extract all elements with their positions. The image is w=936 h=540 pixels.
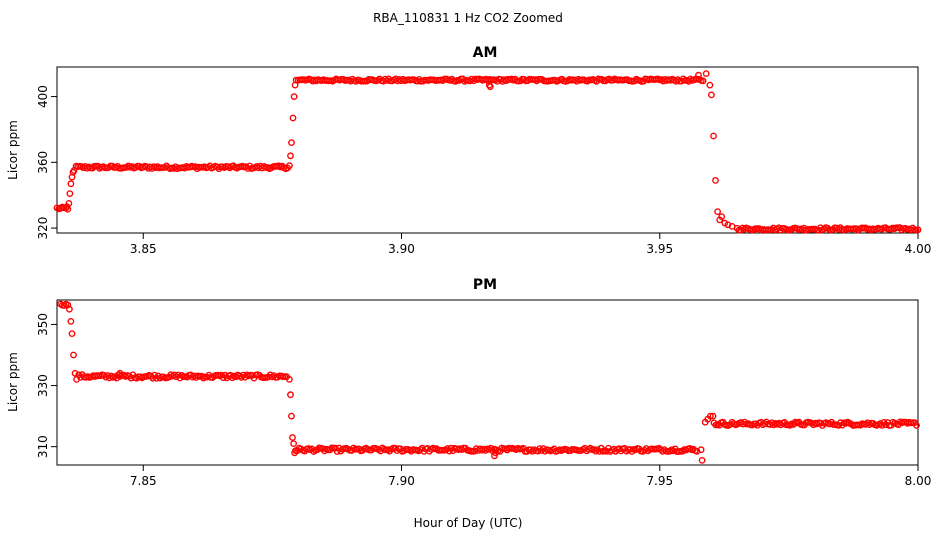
pm-data-point	[679, 447, 686, 455]
am-data-point	[285, 162, 293, 170]
am-y-tick-label: 320	[36, 217, 50, 240]
am-data-point	[289, 114, 297, 122]
pm-panel-title: PM	[473, 277, 497, 293]
pm-x-tick-label: 7.85	[130, 474, 157, 488]
pm-x-tick-label: 7.90	[388, 474, 415, 488]
figure-title: RBA_110831 1 Hz CO2 Zoomed	[373, 11, 563, 25]
am-data-point	[288, 139, 295, 147]
pm-y-axis-label: Licor ppm	[6, 352, 20, 412]
x-axis-label: Hour of Day (UTC)	[414, 516, 523, 530]
pm-y-tick-label: 350	[36, 313, 50, 336]
am-data-point	[714, 208, 721, 216]
am-data-point	[706, 81, 714, 89]
am-data-point	[914, 226, 922, 234]
pm-data-point	[116, 369, 124, 377]
pm-data-point	[288, 412, 295, 420]
pm-data-point	[291, 449, 298, 457]
am-data-point	[499, 78, 506, 85]
pm-data-point	[492, 449, 499, 457]
am-x-tick-label: 3.95	[646, 242, 673, 256]
am-data-point	[728, 222, 736, 230]
am-data-point	[290, 93, 298, 101]
pm-axis-ticks: 7.85 7.90 7.95 8.00 310 330 350	[36, 313, 931, 488]
pm-y-tick-label: 330	[36, 374, 50, 397]
pm-data-point	[67, 317, 75, 325]
pm-data-point	[71, 369, 79, 377]
pm-x-tick-label: 7.95	[646, 474, 673, 488]
pm-data-point	[287, 391, 294, 399]
am-data-point	[486, 83, 494, 91]
pm-x-tick-label: 8.00	[905, 474, 932, 488]
am-data-point	[712, 176, 719, 184]
pm-data-point	[73, 375, 81, 383]
pm-data-point	[707, 412, 714, 420]
am-panel-title: AM	[473, 45, 498, 61]
am-y-axis-label: Licor ppm	[6, 120, 20, 180]
am-data-point	[708, 91, 715, 99]
pm-data-point	[100, 371, 108, 379]
am-x-tick-label: 4.00	[905, 242, 932, 256]
pm-data-point	[331, 444, 339, 452]
am-plot-frame	[56, 66, 919, 234]
pm-data-point	[697, 446, 705, 454]
am-data-point	[710, 132, 717, 140]
am-data-point	[718, 213, 726, 221]
am-data-point	[67, 180, 75, 188]
pm-panel: PM Licor ppm 7.85 7.90 7.95 8.00 310 330 350	[6, 277, 931, 488]
am-data-point	[70, 167, 78, 174]
am-x-tick-label: 3.85	[130, 242, 157, 256]
pm-data-point	[290, 440, 297, 447]
am-axis-ticks: 3.85 3.90 3.95 4.00 320 360 400	[36, 85, 931, 256]
am-data-point	[699, 77, 707, 85]
pm-data-point	[491, 452, 498, 460]
pm-data-point	[68, 330, 76, 337]
pm-data-point	[913, 421, 920, 429]
pm-data-points	[57, 300, 920, 464]
am-data-point	[66, 190, 74, 198]
pm-data-point	[66, 305, 73, 313]
pm-data-point	[289, 434, 296, 441]
am-y-tick-label: 400	[36, 85, 50, 108]
pm-data-point	[285, 375, 293, 383]
am-data-point	[57, 204, 64, 212]
am-x-tick-label: 3.90	[388, 242, 415, 256]
pm-plot-frame	[56, 299, 919, 466]
pm-data-point	[698, 456, 706, 464]
am-data-point	[695, 71, 702, 79]
pm-data-point	[333, 448, 341, 455]
am-data-points	[53, 70, 922, 234]
pm-data-point	[113, 374, 121, 382]
pm-data-point	[709, 412, 717, 420]
am-data-point	[287, 152, 294, 160]
pm-y-tick-label: 310	[36, 435, 50, 458]
pm-data-point	[70, 351, 77, 359]
am-data-point	[702, 70, 710, 78]
am-panel: AM Licor ppm 3.85 3.90 3.95 4.00 320 360 400	[6, 45, 931, 256]
am-data-point	[292, 76, 300, 84]
pm-data-point	[171, 371, 178, 379]
am-y-tick-label: 360	[36, 151, 50, 174]
am-data-point	[65, 199, 73, 207]
